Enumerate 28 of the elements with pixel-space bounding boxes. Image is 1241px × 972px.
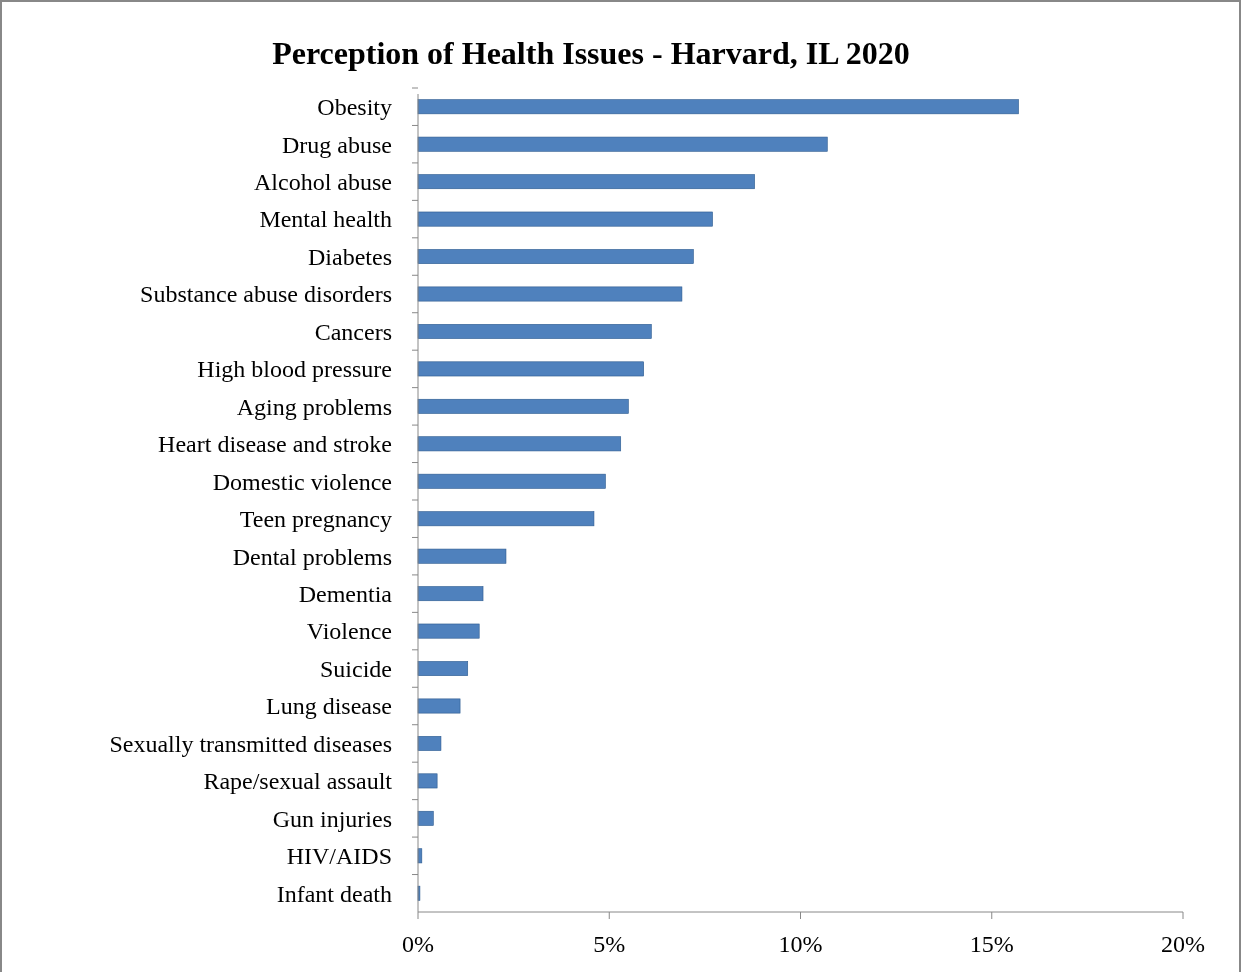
y-tick-label: Rape/sexual assault [203,768,393,795]
y-tick-label: Dementia [298,581,393,608]
y-tick-label: Aging problems [236,393,392,420]
x-tick-label: 0% [402,931,434,957]
y-tick-label: Gun injuries [272,805,392,832]
y-tick-label: Dental problems [232,543,392,570]
y-tick-label: Substance abuse disorders [140,281,392,308]
y-tick-label: Diabetes [308,243,392,270]
y-tick-label: Sexually transmitted diseases [109,730,392,757]
y-tick-label: Lung disease [266,693,392,720]
y-tick-label: Teen pregnancy [239,506,392,533]
y-tick-label: Drug abuse [282,131,392,158]
x-tick-label: 20% [1161,931,1205,957]
y-tick-label: Cancers [314,318,392,345]
y-tick-label: Violence [306,618,392,645]
x-tick-label: 15% [969,931,1014,957]
x-tick-label: 5% [593,931,626,957]
y-tick-label: Infant death [276,880,392,907]
y-tick-label: Domestic violence [212,468,392,495]
y-tick-label: Suicide [320,655,392,682]
y-tick-label: High blood pressure [197,356,392,383]
x-tick-label: 10% [778,931,823,957]
y-tick-label: Heart disease and stroke [158,431,392,458]
y-tick-label: Mental health [259,206,392,233]
y-tick-label: Alcohol abuse [254,169,392,196]
y-tick-label: Obesity [317,94,392,121]
chart-title: Perception of Health Issues - Harvard, IL 2020 [272,35,910,71]
y-tick-label: HIV/AIDS [286,843,392,870]
